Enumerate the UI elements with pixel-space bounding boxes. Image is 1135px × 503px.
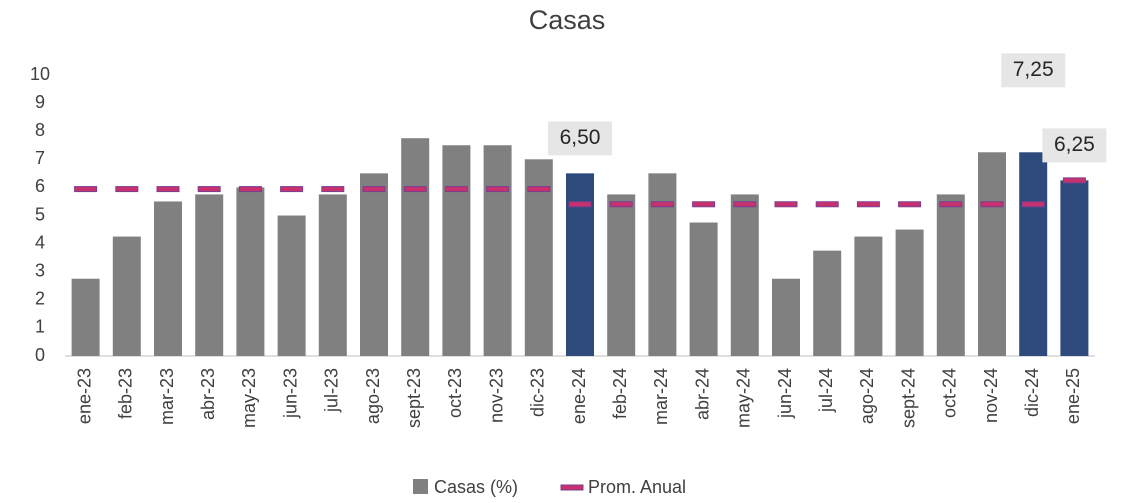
bar [689,222,718,356]
avg-marker [898,201,922,208]
x-tick-label: mar-24 [651,368,671,425]
x-tick-label: ene-24 [569,368,589,424]
avg-marker [980,201,1004,208]
avg-marker [856,201,880,208]
x-tick-label: jun-23 [280,368,300,419]
bar [607,194,636,356]
x-tick-label: oct-24 [940,368,960,418]
avg-marker [527,186,551,193]
bar [566,173,594,356]
legend-swatch [560,484,584,491]
x-tick-label: ago-24 [857,368,877,424]
x-tick-label: abr-24 [692,368,712,420]
bar [401,138,430,356]
chart-title: Casas [529,5,606,35]
x-tick-label: nov-23 [486,368,506,423]
x-tick-label: jul-23 [322,368,342,413]
data-label: 7,25 [1013,58,1054,81]
avg-marker [74,186,98,193]
bar [978,152,1006,356]
avg-marker [609,201,633,208]
avg-marker [692,201,716,208]
legend-swatch [413,479,428,494]
avg-marker [568,201,592,208]
avg-marker [733,201,757,208]
y-tick-label: 3 [35,260,45,280]
data-label: 6,50 [560,126,601,149]
avg-marker [403,186,427,193]
bar [154,201,182,356]
avg-marker [197,186,221,193]
bar [772,278,800,356]
bar [1019,152,1048,356]
avg-marker [444,186,468,193]
x-tick-label: may-23 [239,368,259,428]
label-box [1042,128,1107,163]
legend-label: Casas (%) [434,477,518,497]
bar [71,278,100,356]
y-tick-label: 7 [35,148,45,168]
avg-marker [238,186,262,193]
avg-marker [321,186,345,193]
x-tick-label: jul-24 [816,368,836,413]
bar [936,194,965,356]
bar [730,194,759,356]
y-tick-label: 5 [35,204,45,224]
y-tick-label: 8 [35,120,45,140]
bar [648,173,677,356]
avg-marker [486,186,510,193]
x-tick-label: sept-23 [404,368,424,428]
x-tick-label: dic-24 [1022,368,1042,417]
x-tick-label: dic-23 [528,368,548,417]
avg-marker [774,201,798,208]
x-tick-label: jun-24 [775,368,795,419]
x-tick-label: feb-23 [116,368,136,419]
bar [360,173,388,356]
y-tick-label: 0 [35,345,45,365]
bar [442,145,471,356]
bar [318,194,347,356]
bar [277,215,306,356]
x-tick-label: oct-23 [445,368,465,418]
x-tick-label: abr-23 [198,368,218,420]
bar [1060,180,1089,356]
bar [236,187,265,356]
x-tick-label: ago-23 [363,368,383,424]
y-tick-label: 4 [35,232,45,252]
bar [895,229,924,356]
avg-marker [362,186,386,193]
legend: Casas (%) Prom. Anual [413,477,686,497]
x-tick-label: ene-25 [1063,368,1083,424]
label-box [548,121,612,156]
label-box [1001,53,1066,88]
avg-marker [1021,201,1045,208]
y-tick-label: 6 [35,176,45,196]
bar [813,250,842,356]
y-tick-label: 9 [35,92,45,112]
legend-label: Prom. Anual [588,477,686,497]
bar [483,145,512,356]
bar [195,194,224,356]
avg-marker [1062,177,1086,184]
y-tick-label: 10 [30,64,50,84]
y-tick-label: 2 [35,289,45,309]
x-tick-label: ene-23 [74,368,94,424]
avg-marker [650,201,674,208]
avg-marker [156,186,180,193]
x-tick-label: may-24 [734,368,754,428]
avg-marker [815,201,839,208]
avg-marker [115,186,139,193]
data-label: 6,25 [1054,133,1095,156]
bar [112,236,141,356]
x-tick-label: feb-24 [610,368,630,419]
x-tick-label: sept-24 [898,368,918,428]
x-tick-label: nov-24 [981,368,1001,423]
y-tick-label: 1 [35,317,45,337]
x-tick-label: mar-23 [157,368,177,425]
bar [854,236,883,356]
avg-marker [939,201,963,208]
avg-marker [280,186,304,193]
